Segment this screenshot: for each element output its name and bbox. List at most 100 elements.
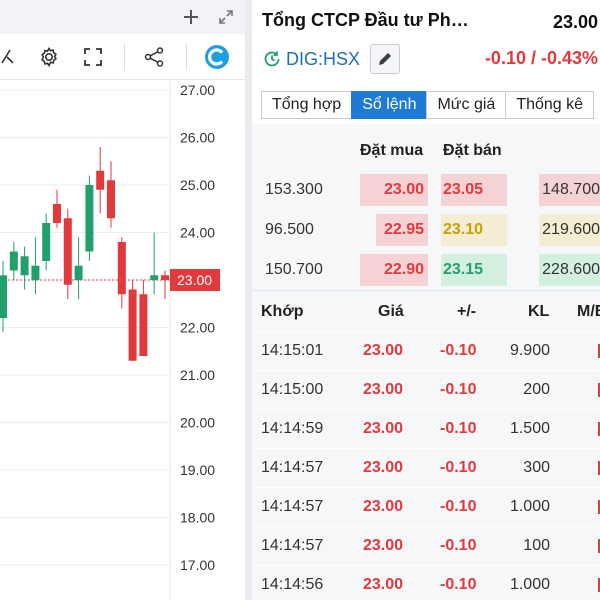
price-axis-label: 24.00	[180, 225, 215, 241]
candlestick-chart[interactable]: 27.00 26.00 25.00 24.00 23.00 22.00 21.00 20.00…	[0, 80, 245, 600]
col-side: M/B	[577, 303, 600, 320]
toolbar-divider	[186, 44, 187, 70]
add-icon[interactable]	[177, 3, 205, 31]
ticker-row: DIG:HSX	[262, 44, 401, 74]
price-axis-label: 21.00	[180, 367, 215, 383]
trade-price: 23.00	[363, 537, 404, 554]
indicator-icon[interactable]	[0, 43, 22, 71]
table-row[interactable]: 14:15:01 23.00 -0.10 9.900	[252, 331, 600, 370]
bid-volume: 96.500	[265, 221, 314, 238]
ask-price-cell[interactable]: 23.10	[441, 214, 507, 246]
table-row[interactable]: 14:14:56 23.00 -0.10 1.000	[252, 565, 600, 600]
price-axis-label: 26.00	[180, 130, 215, 146]
sell-side-marker	[598, 461, 600, 475]
table-row[interactable]: 14:14:57 23.00 -0.10 1.000	[252, 487, 600, 526]
tab-order-book[interactable]: Sổ lệnh	[351, 91, 428, 119]
price-axis-label: 20.00	[180, 415, 215, 431]
current-price-tag-label: 23.00	[177, 272, 212, 288]
trade-volume: 300	[523, 459, 550, 476]
order-book-row: 153.300 23.00 23.05 148.700	[252, 172, 600, 208]
toolbar-divider	[124, 44, 125, 70]
price-axis-label: 19.00	[180, 462, 215, 478]
candle-body	[63, 218, 72, 285]
panel-divider[interactable]	[245, 0, 252, 600]
trade-time: 14:14:59	[261, 420, 324, 437]
ask-price-cell[interactable]: 23.15	[441, 254, 507, 286]
bid-price: 22.95	[383, 221, 424, 238]
ask-price: 23.05	[443, 181, 484, 198]
table-row[interactable]: 14:14:57 23.00 -0.10 300	[252, 448, 600, 487]
col-change: +/-	[457, 303, 477, 320]
ask-volume: 148.700	[542, 181, 600, 198]
trade-change: -0.10	[440, 342, 477, 359]
candle-body	[139, 294, 148, 356]
trade-change: -0.10	[440, 420, 477, 437]
table-row[interactable]: 14:15:00 23.00 -0.10 200	[252, 370, 600, 409]
col-volume: KL	[528, 303, 550, 320]
chart-toolbar	[0, 34, 245, 80]
gear-icon[interactable]	[35, 43, 63, 71]
ask-price-cell[interactable]: 23.05	[441, 174, 507, 206]
tab-summary[interactable]: Tổng hợp	[261, 91, 353, 119]
candle-body	[107, 180, 115, 219]
trade-time: 14:15:00	[261, 381, 324, 398]
ask-volume: 219.600	[542, 221, 600, 238]
share-icon[interactable]	[140, 43, 168, 71]
trade-time: 14:14:57	[261, 498, 324, 515]
trade-price: 23.00	[363, 459, 404, 476]
price-axis-label: 22.00	[180, 320, 215, 336]
fullscreen-icon[interactable]	[79, 43, 107, 71]
order-book-row: 96.500 22.95 23.10 219.600	[252, 212, 600, 248]
ticker-symbol[interactable]: DIG:HSX	[286, 48, 361, 69]
bid-volume: 150.700	[265, 261, 323, 278]
table-row[interactable]: 14:14:59 23.00 -0.10 1.500	[252, 409, 600, 448]
tab-price-levels[interactable]: Mức giá	[426, 91, 507, 119]
candle-body	[0, 275, 7, 318]
trade-price: 23.00	[363, 498, 404, 515]
app-logo-icon[interactable]	[202, 42, 232, 72]
tab-statistics[interactable]: Thống kê	[505, 91, 595, 119]
expand-icon[interactable]	[212, 3, 240, 31]
edit-button[interactable]	[370, 44, 401, 74]
pencil-icon	[379, 53, 392, 65]
candle-body	[74, 265, 83, 280]
col-time: Khớp	[261, 303, 304, 320]
candle-body	[161, 275, 169, 280]
trade-change: -0.10	[440, 381, 477, 398]
candle-body	[20, 256, 29, 276]
table-header: Khớp Giá +/- KL M/B	[252, 291, 600, 331]
order-book: Đặt mua Đặt bán 153.300 23.00 23.05 148.…	[252, 124, 600, 290]
chart-panel: 27.00 26.00 25.00 24.00 23.00 22.00 21.00 20.00…	[0, 0, 245, 600]
ask-volume-cell: 228.600	[539, 254, 600, 286]
table-row[interactable]: 14:14:57 23.00 -0.10 100	[252, 526, 600, 565]
price-axis-label: 25.00	[180, 177, 215, 193]
ask-volume-cell: 219.600	[539, 214, 600, 246]
trade-volume: 1.000	[509, 498, 550, 515]
trade-price: 23.00	[363, 576, 404, 593]
last-price: 23.00	[552, 12, 598, 32]
company-name: Tổng CTCP Đầu tư Ph…	[262, 10, 469, 30]
ask-price: 23.10	[443, 221, 484, 238]
refresh-clock-icon	[262, 49, 282, 69]
sell-side-marker	[598, 500, 600, 514]
col-price: Giá	[378, 303, 404, 320]
trade-volume: 1.500	[509, 420, 550, 437]
sell-side-marker	[598, 344, 600, 358]
bid-price-cell[interactable]: 23.00	[360, 174, 428, 206]
current-price-tag	[170, 269, 220, 291]
trade-time: 14:14:56	[261, 576, 324, 593]
sell-side-marker	[598, 422, 600, 436]
tab-bar: Tổng hợp Sổ lệnh Mức giá Thống kê	[261, 91, 595, 119]
bid-price-cell[interactable]: 22.90	[360, 254, 428, 286]
sell-side-marker	[598, 539, 600, 553]
candle-body	[150, 275, 159, 280]
price-axis-label: 27.00	[180, 82, 215, 98]
trade-change: -0.10	[440, 576, 477, 593]
ask-header: Đặt bán	[443, 142, 502, 159]
chart-tabbar	[0, 0, 245, 34]
candle-body	[53, 204, 61, 223]
candle-body	[85, 185, 94, 252]
bid-price-cell[interactable]: 22.95	[360, 214, 428, 246]
trade-price: 23.00	[363, 381, 404, 398]
